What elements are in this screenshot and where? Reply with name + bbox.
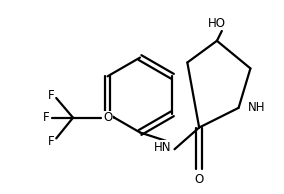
Text: HN: HN	[154, 141, 172, 154]
Text: NH: NH	[248, 101, 265, 114]
Text: F: F	[48, 88, 55, 101]
Text: O: O	[103, 111, 112, 124]
Text: HO: HO	[208, 16, 226, 29]
Text: F: F	[43, 111, 50, 124]
Text: F: F	[48, 135, 55, 148]
Text: O: O	[195, 173, 204, 186]
